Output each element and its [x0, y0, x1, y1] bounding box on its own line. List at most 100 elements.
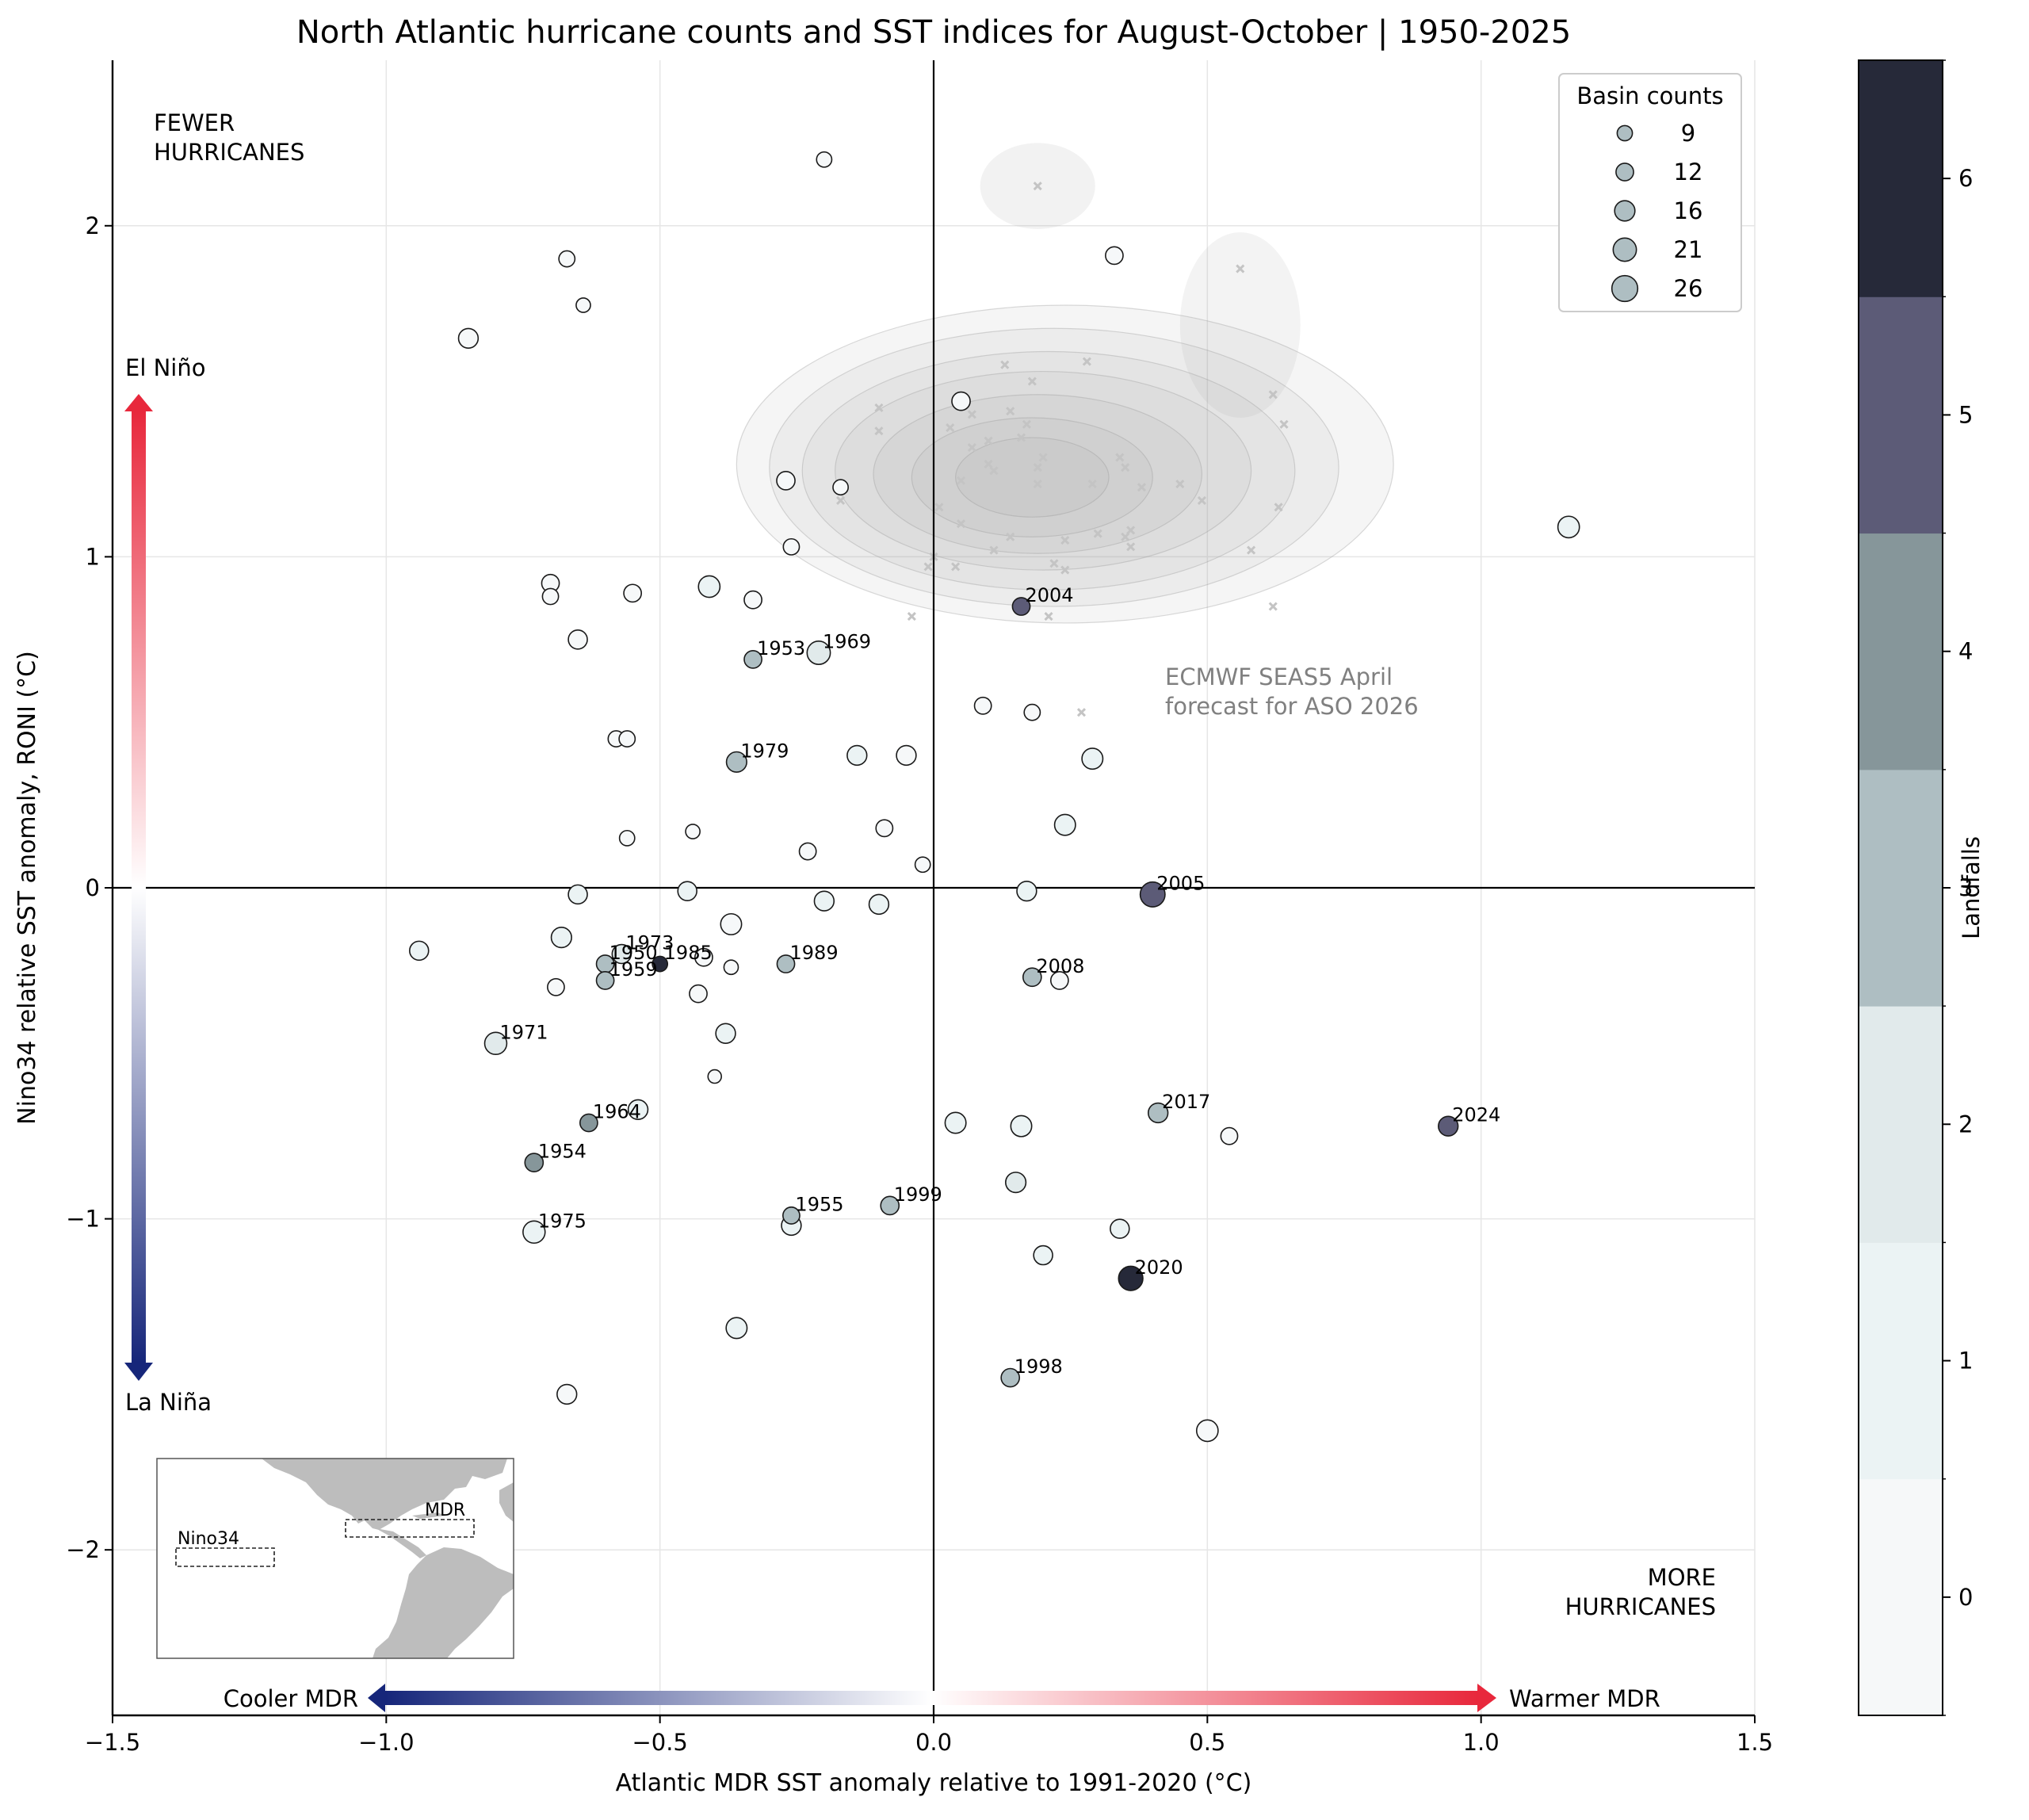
forecast-member-11 — [1006, 407, 1015, 416]
scatter-point-45 — [694, 947, 713, 967]
colorbar-tick-label-5: 5 — [1958, 401, 1973, 428]
scatter-point-18 — [806, 640, 831, 665]
warmer-mdr-label: Warmer MDR — [1509, 1685, 1660, 1712]
colorbar-tick-label-4: 4 — [1958, 638, 1973, 665]
nino34-box — [175, 1547, 275, 1567]
more-hurricanes-line-2: HURRICANES — [1565, 1593, 1716, 1620]
legend-marker-12 — [1615, 162, 1634, 182]
nino34-label: Nino34 — [178, 1529, 239, 1549]
inset-map: MDR Nino34 — [156, 1458, 514, 1659]
scatter-point-38 — [1139, 881, 1166, 908]
legend-label-9: 9 — [1681, 120, 1695, 147]
forecast-member-3 — [1279, 419, 1289, 429]
scatter-point-52 — [689, 984, 708, 1004]
scatter-point-72 — [725, 1317, 748, 1340]
africa-edge-landmass — [499, 1482, 514, 1522]
forecast-member-37 — [989, 545, 999, 555]
colorbar-label: Landfalls — [1958, 836, 1985, 939]
density-contour-2 — [769, 327, 1339, 607]
legend-title: Basin counts — [1576, 82, 1723, 109]
legend-marker-9 — [1616, 124, 1634, 142]
scatter-point-14 — [743, 590, 762, 610]
scatter-point-1 — [558, 250, 576, 268]
x-tick-label-6: 1.5 — [1737, 1729, 1773, 1756]
forecast-member-12 — [1022, 419, 1031, 429]
forecast-member-22 — [989, 466, 999, 476]
year-label-1950: 1950 — [609, 942, 658, 964]
scatter-point-51 — [547, 977, 565, 996]
forecast-label: ECMWF SEAS5 April forecast for ASO 2026 — [1165, 663, 1419, 720]
scatter-point-55 — [707, 1069, 722, 1084]
colorbar-segment-1 — [1859, 1242, 1943, 1480]
density-contour-3 — [801, 350, 1296, 591]
forecast-member-41 — [923, 562, 933, 572]
legend-marker-21 — [1612, 237, 1637, 262]
forecast-member-10 — [967, 410, 976, 419]
density-contour-1 — [736, 304, 1394, 624]
scatter-point-11 — [541, 587, 560, 606]
y-arrow-shaft — [132, 411, 146, 1363]
scatter-point-73 — [1000, 1367, 1021, 1388]
colorbar-tick-label-6: 6 — [1958, 165, 1973, 192]
year-label-1999: 1999 — [894, 1183, 942, 1206]
scatter-point-67 — [522, 1220, 546, 1245]
scatter-point-53 — [715, 1023, 736, 1044]
year-label-1959: 1959 — [609, 958, 658, 981]
scatter-point-42 — [611, 943, 632, 965]
scatter-point-74 — [556, 1383, 578, 1405]
colorbar-segment-3 — [1859, 769, 1943, 1007]
forecast-member-15 — [967, 443, 976, 453]
forecast-member-16 — [1038, 453, 1048, 462]
scatter-point-36 — [868, 893, 890, 916]
forecast-member-20 — [984, 459, 993, 469]
colorbar-tick-label-0: 0 — [1958, 1584, 1973, 1611]
forecast-member-36 — [1126, 526, 1136, 535]
forecast-member-45 — [907, 612, 916, 621]
forecast-member-31 — [956, 519, 966, 529]
year-label-1971: 1971 — [499, 1021, 548, 1043]
colorbar-segment-0 — [1859, 1478, 1943, 1716]
scatter-point-57 — [944, 1111, 967, 1134]
density-contour-5 — [873, 394, 1203, 554]
scatter-point-56 — [627, 1099, 649, 1120]
forecast-member-4 — [1027, 377, 1037, 386]
forecast-member-42 — [1049, 559, 1059, 568]
scatter-point-20 — [1023, 703, 1041, 721]
forecast-member-14 — [984, 436, 993, 445]
scatter-point-4 — [457, 327, 480, 349]
central-america-landmass — [376, 1528, 426, 1558]
scatter-point-25 — [896, 744, 917, 767]
x-arrow-head-right — [1477, 1684, 1496, 1712]
scatter-point-63 — [524, 1153, 545, 1172]
forecast-member-0 — [1033, 182, 1042, 191]
scatter-point-26 — [1081, 748, 1104, 770]
year-label-1973: 1973 — [625, 932, 674, 954]
forecast-member-43 — [1060, 565, 1070, 575]
y-tick-label-4: 2 — [86, 212, 100, 239]
hurricane-season-points — [408, 151, 1580, 1443]
scatter-point-28 — [685, 824, 701, 839]
year-label-1975: 1975 — [538, 1210, 587, 1232]
density-contour-7 — [955, 437, 1110, 518]
year-label-1969: 1969 — [823, 631, 871, 653]
scatter-point-35 — [813, 890, 835, 912]
scatter-point-31 — [798, 842, 817, 861]
colorbar-segment-4 — [1859, 533, 1943, 770]
forecast-member-1 — [1236, 264, 1245, 273]
scatter-point-3 — [575, 297, 591, 313]
scatter-point-39 — [720, 912, 743, 935]
scatter-point-75 — [1195, 1419, 1219, 1443]
landfalls-colorbar: 0 1 2 3 4 5 6 — [1858, 59, 1973, 1716]
south-america-landmass — [373, 1547, 514, 1658]
scatter-point-59 — [579, 1113, 598, 1133]
forecast-member-25 — [1137, 483, 1147, 492]
year-label-1979: 1979 — [740, 740, 789, 762]
el-nino-label: El Niño — [125, 354, 205, 381]
scatter-point-5 — [951, 391, 971, 411]
year-label-1954: 1954 — [538, 1141, 587, 1163]
north-america-landmass — [262, 1459, 507, 1530]
cooler-mdr-label: Cooler MDR — [224, 1685, 358, 1712]
scatter-point-60 — [1147, 1102, 1169, 1124]
scatter-point-7 — [832, 479, 849, 496]
scatter-point-12 — [623, 583, 643, 603]
